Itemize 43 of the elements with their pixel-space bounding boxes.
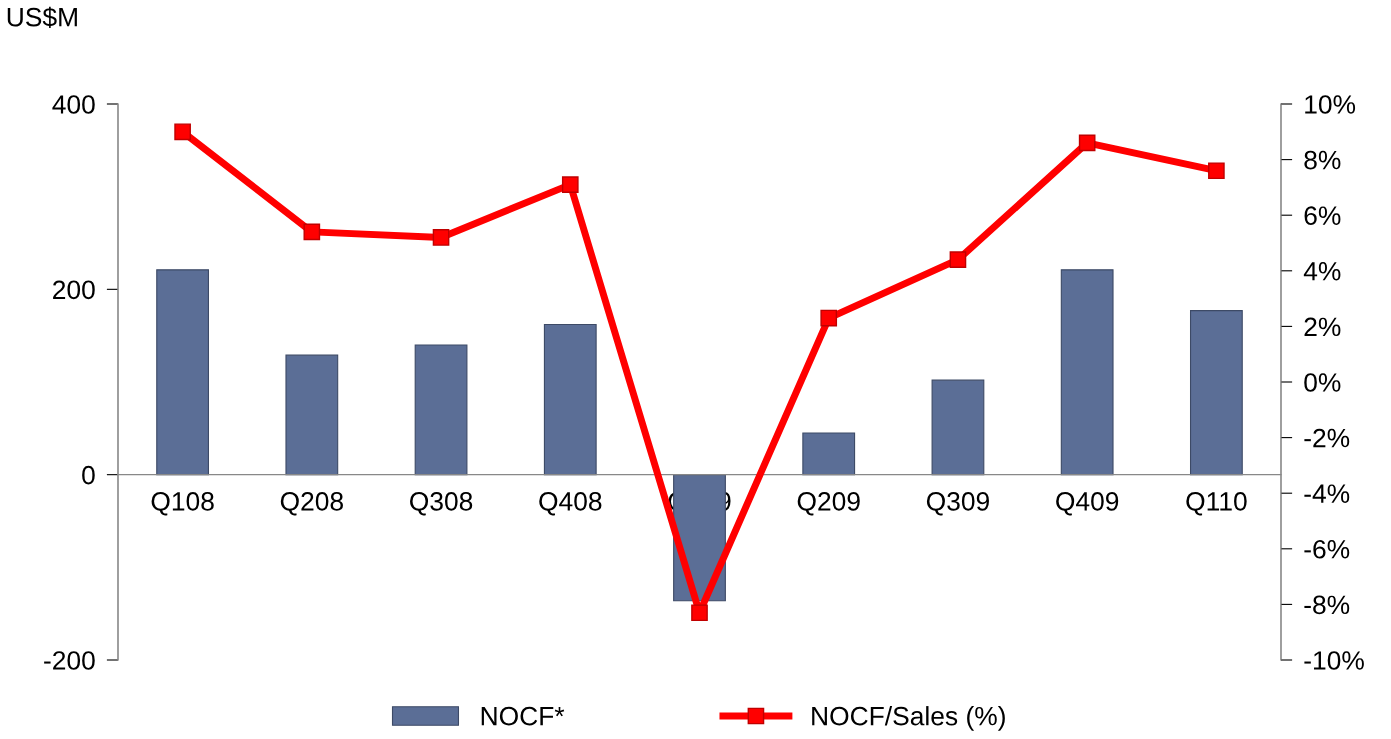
- point: [820, 309, 838, 327]
- y2-tick-label: 8%: [1304, 150, 1341, 170]
- y-tick-label: 400: [52, 95, 95, 114]
- x-tick-label: Q308: [410, 492, 473, 516]
- x-tick-label: Q208: [280, 492, 343, 516]
- y2-tick-label: -8%: [1304, 595, 1350, 615]
- y2-tick-label: -6%: [1304, 539, 1350, 559]
- x-tick-label: Q309: [926, 492, 989, 516]
- bar: [156, 269, 210, 476]
- point: [174, 123, 191, 141]
- point: [691, 604, 708, 622]
- bar: [802, 432, 856, 476]
- bar: [543, 323, 597, 476]
- legend-label: NOCF*: [481, 706, 565, 726]
- y2-tick-label: 2%: [1304, 317, 1341, 337]
- y2-tick-label: 6%: [1304, 206, 1341, 226]
- point: [949, 251, 967, 269]
- y2-tick-label: -10%: [1304, 651, 1364, 670]
- x-tick-label: Q108: [151, 492, 214, 516]
- x-tick-label: Q408: [539, 492, 602, 516]
- y-tick-label: -200: [44, 651, 95, 670]
- point: [303, 223, 321, 241]
- bar: [285, 354, 339, 476]
- y-tick-label: 0: [82, 465, 95, 485]
- y-tick-label: 200: [53, 280, 95, 300]
- point: [432, 229, 450, 246]
- y2-tick-label: -4%: [1304, 484, 1350, 503]
- x-tick-label: Q209: [797, 492, 860, 516]
- bar: [1060, 269, 1114, 476]
- y2-tick-label: 0%: [1304, 373, 1341, 392]
- y2-tick-label: 4%: [1303, 262, 1341, 281]
- x-tick-label: Q110: [1186, 492, 1247, 516]
- point: [1208, 162, 1225, 180]
- legend-label: NOCF/Sales (%): [812, 706, 1005, 731]
- y2-tick-label: -2%: [1304, 428, 1350, 448]
- bar: [414, 344, 468, 476]
- bar: [1189, 310, 1243, 476]
- point: [1078, 134, 1096, 152]
- x-tick-label: Q409: [1056, 492, 1119, 516]
- point: [561, 176, 579, 193]
- y2-tick-label: 10%: [1305, 95, 1356, 114]
- bar: [931, 379, 985, 476]
- y-axis-title: US$M: [7, 6, 77, 29]
